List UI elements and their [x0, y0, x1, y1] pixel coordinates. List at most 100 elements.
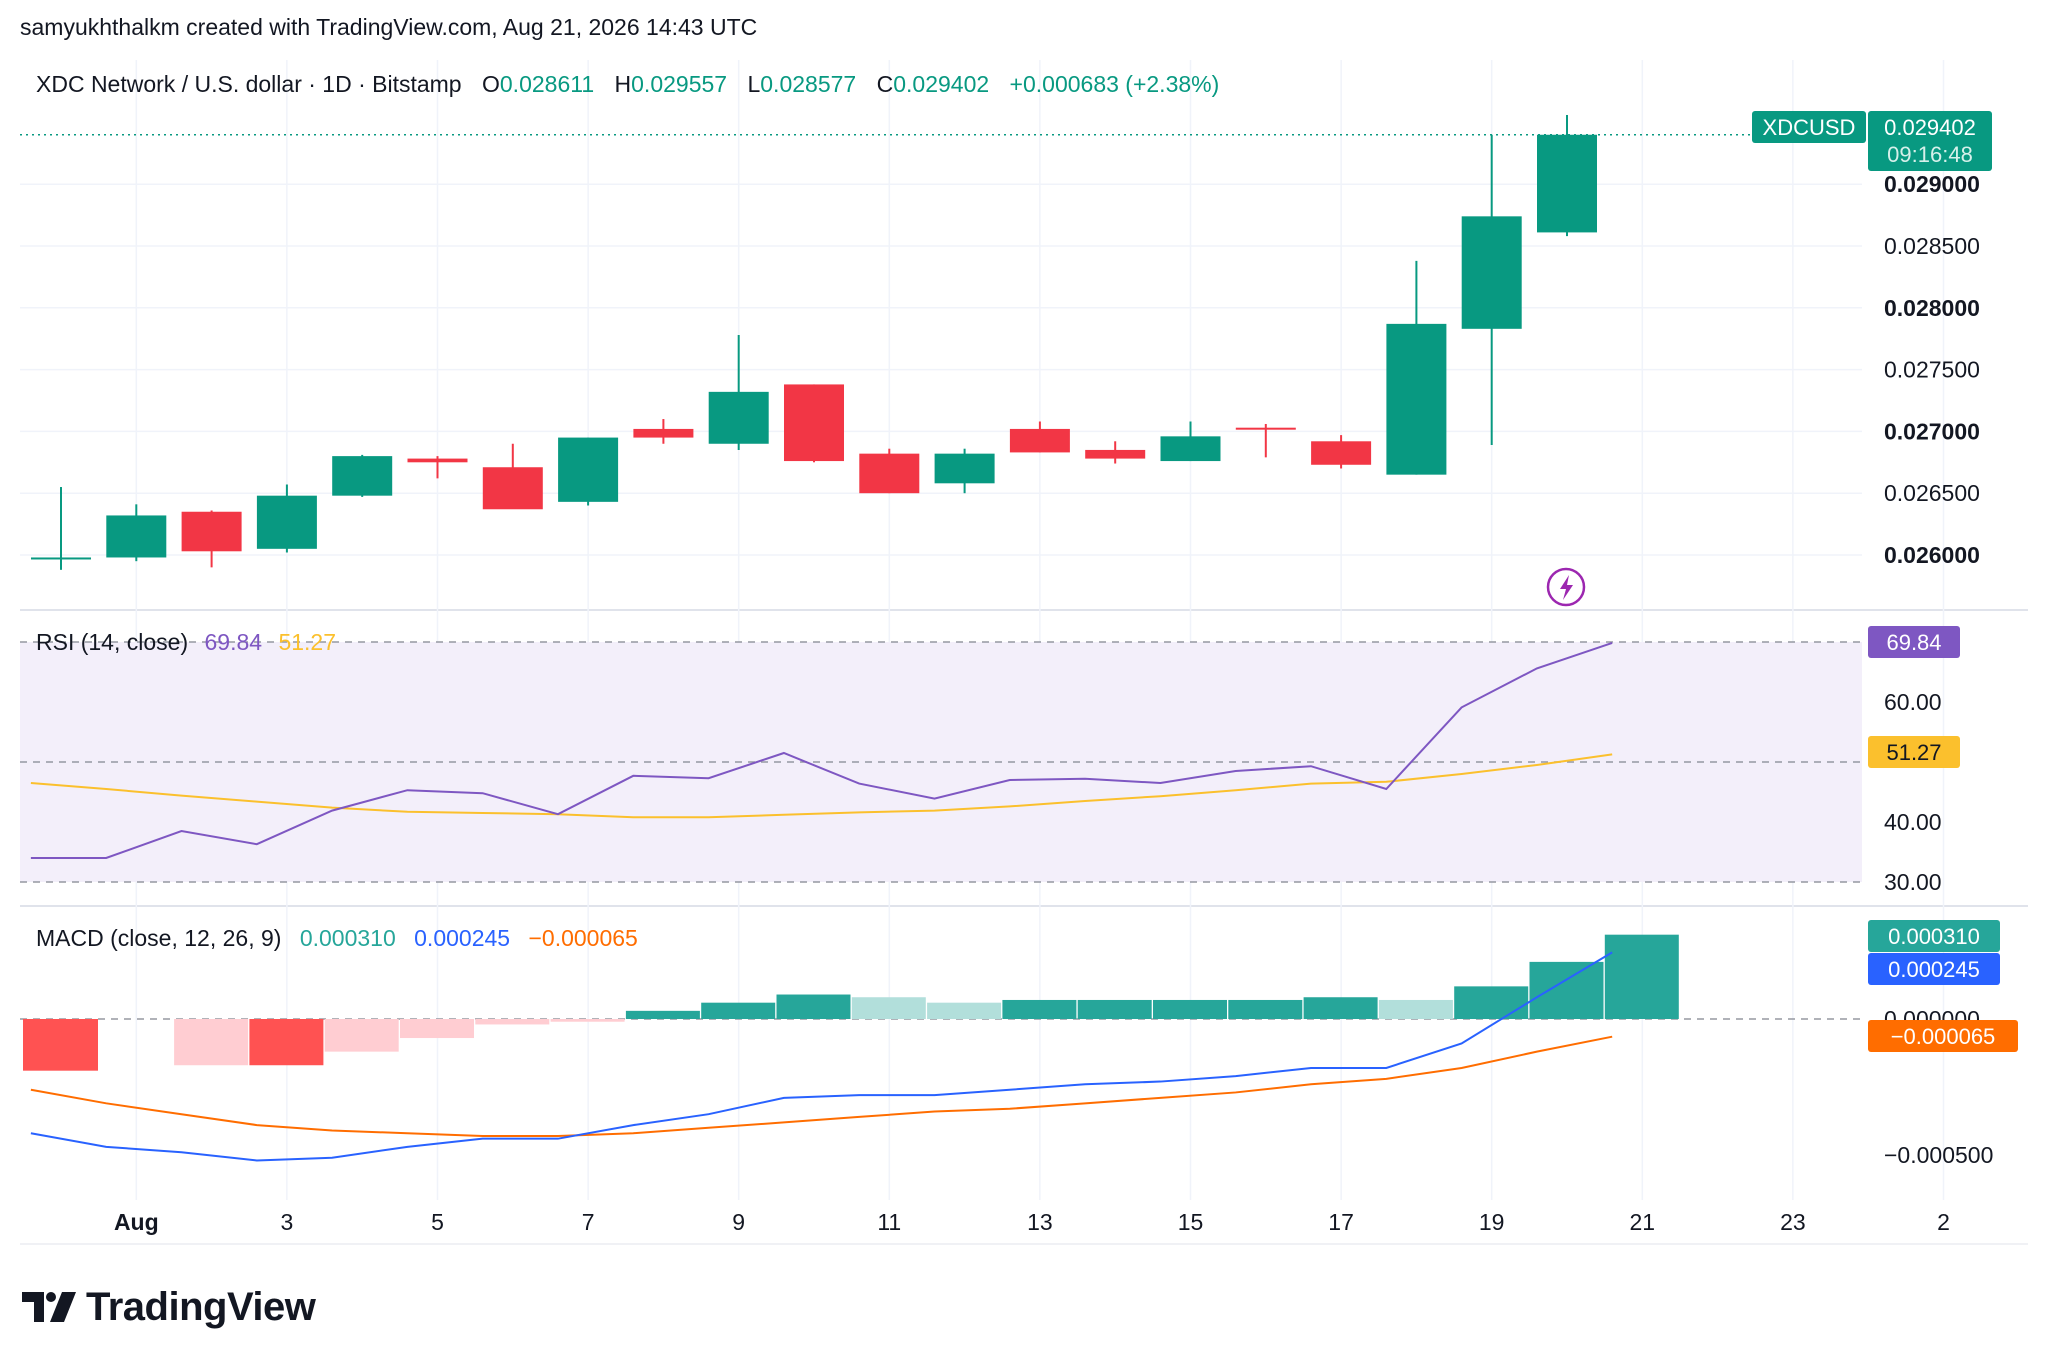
last-price-tag: 0.029402 — [1884, 115, 1976, 140]
y-tick-label: 0.026500 — [1884, 480, 1980, 506]
candle-body — [1085, 449, 1146, 459]
tradingview-logo[interactable]: TradingView — [22, 1282, 316, 1332]
y-tick-label: 0.028500 — [1884, 233, 1980, 259]
x-tick-label: 11 — [877, 1209, 901, 1235]
candle-body — [1311, 441, 1372, 465]
rsi-tick-label: 60.00 — [1884, 689, 1942, 715]
rsi-legend[interactable]: RSI (14, close) 69.84 51.27 — [36, 629, 336, 655]
rsi-line — [30, 642, 1613, 859]
candle-body — [784, 384, 844, 462]
macd-tag: 0.000310 — [1888, 924, 1980, 949]
price-tag: XDCUSD 0.029402 09:16:48 — [1752, 111, 1992, 171]
macd-histogram-bar — [249, 1019, 324, 1066]
macd-histogram-bar — [1529, 961, 1604, 1019]
svg-text:MACD (close, 12, 26, 9): MACD (close, 12, 26, 9) 0.000310 0.00024… — [36, 925, 638, 951]
macd-tick-label: −0.000500 — [1884, 1142, 1993, 1168]
candle-body — [407, 458, 468, 463]
macd-histogram-bar — [851, 997, 926, 1019]
low-value: 0.028577 — [760, 71, 856, 97]
candle-body — [482, 467, 543, 510]
x-tick-label: 17 — [1328, 1209, 1354, 1235]
candle-body — [1160, 436, 1221, 462]
candle-body — [934, 453, 995, 484]
chart-credit: samyukhthalkm created with TradingView.c… — [20, 14, 758, 40]
candle-body — [181, 511, 242, 552]
rsi-pane — [20, 641, 1862, 883]
y-tick-label: 0.027000 — [1884, 418, 1980, 444]
lightning-icon[interactable] — [1546, 567, 1586, 607]
x-tick-label: 23 — [1780, 1209, 1806, 1235]
candle-body — [633, 428, 694, 438]
candle-body — [558, 437, 619, 502]
countdown-tag: 09:16:48 — [1887, 142, 1973, 167]
candle-body — [106, 515, 167, 558]
macd-histogram-bar — [1604, 934, 1679, 1019]
y-tick-label: 0.028000 — [1884, 295, 1980, 321]
rsi-tag: 69.84 — [1886, 630, 1941, 655]
macd-legend[interactable]: MACD (close, 12, 26, 9) 0.000310 0.00024… — [36, 925, 638, 951]
candle-body — [1009, 428, 1070, 453]
histogram-value: −0.000065 — [528, 925, 637, 951]
rsi-ma-value: 51.27 — [278, 629, 336, 655]
close-value: 0.029402 — [893, 71, 989, 97]
macd-histogram-bar — [1378, 999, 1453, 1019]
macd-histogram-bar — [1153, 999, 1227, 1019]
x-tick-label: Aug — [114, 1209, 159, 1235]
svg-text:RSI (14, close) 69.84: RSI (14, close) 69.84 51.27 — [36, 629, 336, 655]
rsi-ma-line — [30, 753, 1613, 819]
signal-tag: 0.000245 — [1888, 957, 1980, 982]
price-pane — [20, 114, 1862, 570]
macd-label: MACD (close, 12, 26, 9) — [36, 925, 281, 951]
macd-histogram-bar — [927, 1002, 1002, 1019]
macd-histogram-bar — [1002, 999, 1077, 1019]
macd-pane — [20, 934, 1862, 1162]
rsi-tick-label: 40.00 — [1884, 809, 1942, 835]
signal-value: 0.000245 — [414, 925, 510, 951]
candle-body — [859, 453, 920, 494]
x-tick-label: 15 — [1178, 1209, 1204, 1235]
x-tick-label: 5 — [431, 1209, 444, 1235]
candle-body — [31, 557, 91, 560]
rsi-label: RSI (14, close) — [36, 629, 188, 655]
macd-histogram-bar — [324, 1019, 399, 1052]
macd-histogram-bar — [1303, 997, 1378, 1019]
macd-histogram-bar — [400, 1019, 474, 1039]
open-value: 0.028611 — [500, 71, 594, 97]
tradingview-logo-text: TradingView — [86, 1284, 316, 1329]
y-tick-label: 0.027500 — [1884, 357, 1980, 383]
tradingview-logo-icon — [22, 1292, 76, 1322]
x-tick-label: 21 — [1630, 1209, 1656, 1235]
macd-value: 0.000310 — [300, 925, 396, 951]
macd-histogram-bar — [1077, 999, 1152, 1019]
macd-histogram-bar — [1228, 999, 1303, 1019]
macd-histogram-bar — [550, 1019, 625, 1022]
x-tick-label: 7 — [582, 1209, 595, 1235]
x-tick-label: 19 — [1479, 1209, 1505, 1235]
x-tick-label: 9 — [732, 1209, 745, 1235]
macd-line — [30, 951, 1613, 1162]
svg-text:XDC Network / U.S. dollar · 1D: XDC Network / U.S. dollar · 1D · Bitstam… — [36, 71, 1219, 97]
rsi-ma-tag: 51.27 — [1886, 740, 1941, 765]
candle-body — [1386, 323, 1447, 475]
x-tick-label: 2 — [1937, 1209, 1950, 1235]
macd-signal-line — [30, 1035, 1613, 1137]
candle-body — [256, 495, 317, 549]
high-value: 0.029557 — [631, 71, 727, 97]
macd-histogram-bar — [174, 1019, 249, 1066]
rsi-tick-label: 30.00 — [1884, 869, 1942, 895]
candle-body — [1461, 216, 1522, 329]
rsi-value: 69.84 — [205, 629, 263, 655]
y-tick-label: 0.026000 — [1884, 542, 1980, 568]
ticker-tag: XDCUSD — [1763, 115, 1856, 140]
candle-body — [708, 391, 769, 444]
change-value: +0.000683 (+2.38%) — [1010, 71, 1220, 97]
macd-histogram-bar — [776, 994, 851, 1019]
candle-body — [332, 456, 393, 496]
symbol-title: XDC Network / U.S. dollar · 1D · Bitstam… — [36, 71, 462, 97]
x-tick-label: 3 — [281, 1209, 294, 1235]
macd-tags: 0.000310 0.000245 −0.000065 — [1868, 920, 2018, 1052]
macd-histogram-bar — [23, 1019, 98, 1071]
symbol-legend[interactable]: XDC Network / U.S. dollar · 1D · Bitstam… — [36, 71, 1219, 97]
histogram-tag: −0.000065 — [1891, 1024, 1996, 1049]
